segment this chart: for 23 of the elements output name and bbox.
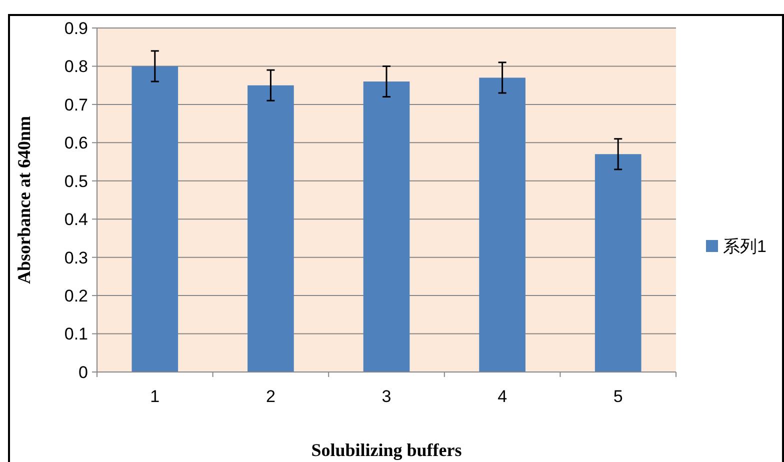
legend-label: 系列1 <box>723 236 766 256</box>
y-tick-label: 0.9 <box>64 18 88 38</box>
y-tick-label: 0.2 <box>64 286 88 306</box>
x-tick-label: 2 <box>266 387 276 406</box>
x-tick-label: 4 <box>498 387 508 406</box>
bar <box>479 78 526 372</box>
y-tick-label: 0.5 <box>64 172 88 191</box>
y-tick-label: 0 <box>78 362 88 382</box>
y-tick-label: 0.3 <box>64 248 88 268</box>
y-tick-label: 0.6 <box>64 134 88 153</box>
x-axis-title: Solubilizing buffers <box>311 440 462 460</box>
bar <box>363 82 410 372</box>
y-tick-label: 0.7 <box>64 95 88 114</box>
x-tick-label: 3 <box>382 387 392 406</box>
y-axis-title: Absorbance at 640nm <box>14 116 34 284</box>
y-tick-label: 0.4 <box>64 210 88 230</box>
y-tick-label: 0.1 <box>64 324 88 344</box>
x-tick-label: 5 <box>613 387 623 406</box>
y-tick-label: 0.8 <box>64 57 88 76</box>
bar <box>132 66 178 372</box>
x-tick-label: 1 <box>150 387 160 406</box>
bar <box>248 85 294 372</box>
bar <box>594 154 642 372</box>
